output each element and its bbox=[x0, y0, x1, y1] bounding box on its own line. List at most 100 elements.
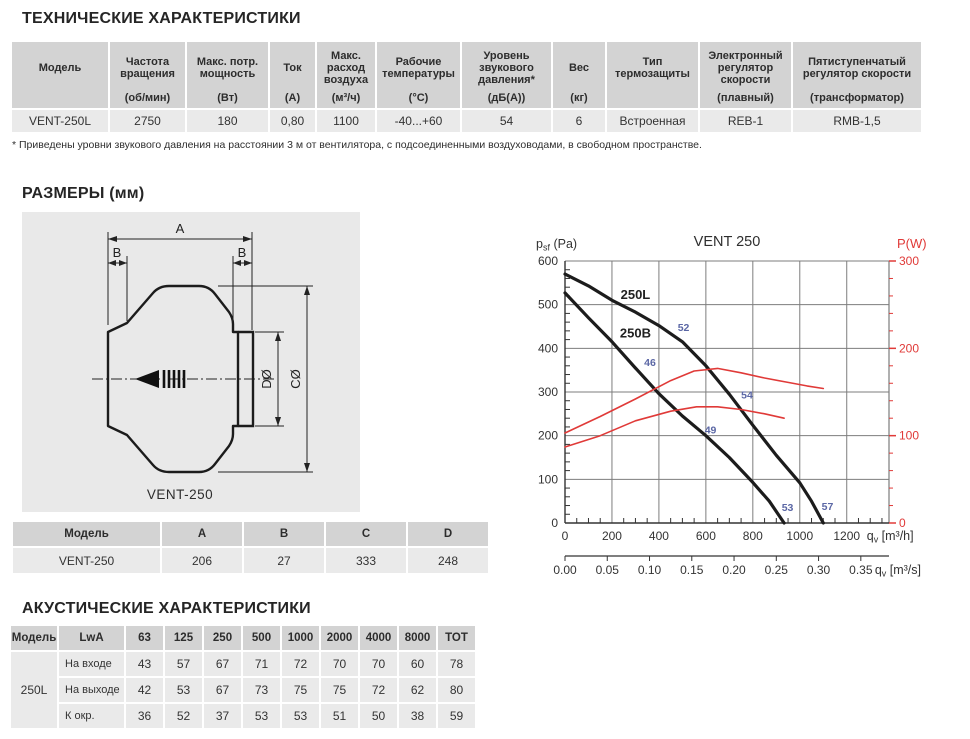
data-cell: 72 bbox=[282, 652, 319, 676]
performance-chart: 0 100 200 300 400 500 600 0 100 200 300 0 200 400 600 8… bbox=[528, 224, 970, 596]
data-cell: 70 bbox=[321, 652, 358, 676]
x2-tick-label: 0.15 bbox=[680, 563, 704, 577]
acoustic-section-title: АКУСТИЧЕСКИЕ ХАРАКТЕРИСТИКИ bbox=[22, 600, 311, 617]
header-cell: Пятиступенчатый регулятор скорости (транс… bbox=[793, 42, 921, 108]
data-cell: -40...+60 bbox=[377, 110, 460, 132]
header-cell: TOT bbox=[438, 626, 475, 650]
data-cell: 180 bbox=[187, 110, 268, 132]
data-cell: 73 bbox=[243, 678, 280, 702]
header-cell: 63 bbox=[126, 626, 163, 650]
svg-text:qv [m³/s]: qv [m³/s] bbox=[875, 563, 921, 579]
curve-250B bbox=[563, 291, 786, 525]
header-cell: Модель bbox=[12, 42, 108, 108]
header-cell: 1000 bbox=[282, 626, 319, 650]
svg-text:qv [m³/h]: qv [m³/h] bbox=[867, 529, 914, 545]
header-cell: Макс. потр. мощность (Вт) bbox=[187, 42, 268, 108]
data-cell: RMB-1,5 bbox=[793, 110, 921, 132]
flow-arrow-icon bbox=[135, 370, 159, 388]
x-tick-label: 600 bbox=[696, 529, 716, 543]
footnote: * Приведены уровни звукового давления на… bbox=[12, 139, 702, 151]
point-label: 57 bbox=[822, 501, 834, 513]
y-right-axis-title: P(W) bbox=[897, 236, 927, 251]
dimensions-table: Модель A B C D VENT-250 206 27 333 248 bbox=[13, 522, 488, 573]
data-cell: REB-1 bbox=[700, 110, 791, 132]
y-right-tick-label: 300 bbox=[899, 254, 919, 268]
flow-arrow-bars bbox=[162, 370, 186, 388]
x-tick-label: 1000 bbox=[786, 529, 813, 543]
svg-text:psf (Pa): psf (Pa) bbox=[536, 237, 577, 253]
curve-name-label: 250L bbox=[621, 287, 651, 302]
acoustic-table: Модель 250L LwA 63 125 250 500 1000 2000… bbox=[11, 626, 475, 728]
data-cell: 67 bbox=[204, 678, 241, 702]
header-cell: Электронный регулятор скорости (плавный) bbox=[700, 42, 791, 108]
dimension-drawing-panel: A B B DØ CØ VENT-250 bbox=[22, 212, 360, 512]
data-cell: 1100 bbox=[317, 110, 375, 132]
header-cell: D bbox=[408, 522, 488, 546]
data-cell: 71 bbox=[243, 652, 280, 676]
x-tick-label: 0 bbox=[562, 529, 569, 543]
duct-spigot bbox=[238, 330, 255, 428]
y-right-tick-label: 0 bbox=[899, 516, 906, 530]
header-cell: A bbox=[162, 522, 242, 546]
arrowhead bbox=[233, 260, 241, 266]
data-cell: 52 bbox=[165, 704, 202, 728]
y-left-tick-label: 300 bbox=[538, 385, 558, 399]
arrowhead bbox=[244, 260, 252, 266]
x2-tick-label: 0.05 bbox=[596, 563, 620, 577]
arrowhead bbox=[108, 236, 117, 242]
dim-A bbox=[107, 232, 253, 330]
model-cell: VENT-250 bbox=[13, 548, 160, 573]
header-cell: Ток (А) bbox=[270, 42, 315, 108]
y-right-tick-label: 100 bbox=[899, 429, 919, 443]
header-cell: Вес (кг) bbox=[553, 42, 605, 108]
curve-250L-power bbox=[564, 367, 825, 434]
data-cell: 2750 bbox=[110, 110, 185, 132]
header-cell: 500 bbox=[243, 626, 280, 650]
dim-B-right-label: B bbox=[238, 245, 247, 260]
model-cell: VENT-250L bbox=[12, 110, 108, 132]
header-cell: Уровень звукового давления* (дБ(А)) bbox=[462, 42, 551, 108]
y-left-tick-label: 400 bbox=[538, 341, 558, 355]
curve-250L bbox=[563, 272, 825, 525]
data-cell: 75 bbox=[282, 678, 319, 702]
header-cell: B bbox=[244, 522, 324, 546]
data-cell: 53 bbox=[282, 704, 319, 728]
data-cell: 62 bbox=[399, 678, 436, 702]
header-cell: 4000 bbox=[360, 626, 397, 650]
header-cell: Модель bbox=[11, 626, 57, 650]
arrowhead bbox=[243, 236, 252, 242]
header-cell: C bbox=[326, 522, 406, 546]
data-cell: 37 bbox=[204, 704, 241, 728]
header-cell: Рабочие температуры (°С) bbox=[377, 42, 460, 108]
drawing-caption: VENT-250 bbox=[147, 487, 213, 502]
dim-A-label: A bbox=[176, 221, 185, 236]
x2-tick-label: 0.20 bbox=[722, 563, 746, 577]
curve-250B-power bbox=[564, 406, 785, 448]
data-cell: 57 bbox=[165, 652, 202, 676]
data-cell: 50 bbox=[360, 704, 397, 728]
point-label: 49 bbox=[705, 424, 717, 436]
y-left-tick-label: 600 bbox=[538, 254, 558, 268]
arrowhead bbox=[108, 260, 116, 266]
dim-C-label: CØ bbox=[288, 369, 303, 389]
header-cell: 8000 bbox=[399, 626, 436, 650]
dim-B-left-label: B bbox=[113, 245, 122, 260]
data-cell: 36 bbox=[126, 704, 163, 728]
y-left-tick-label: 0 bbox=[551, 516, 558, 530]
dim-C bbox=[218, 285, 313, 473]
dims-section-title: РАЗМЕРЫ (мм) bbox=[22, 185, 145, 202]
data-cell: 59 bbox=[438, 704, 475, 728]
row-label: На входе bbox=[59, 652, 124, 676]
x2-tick-label: 0.35 bbox=[849, 563, 873, 577]
model-cell: 250L bbox=[11, 652, 57, 728]
row-label: На выходе bbox=[59, 678, 124, 702]
x2-tick-label: 0.00 bbox=[553, 563, 577, 577]
arrowhead bbox=[119, 260, 127, 266]
data-cell: 27 bbox=[244, 548, 324, 573]
arrowhead bbox=[304, 463, 310, 472]
row-label: К окр. bbox=[59, 704, 124, 728]
point-label: 52 bbox=[678, 322, 690, 334]
data-cell: 51 bbox=[321, 704, 358, 728]
chart-title: VENT 250 bbox=[694, 234, 761, 250]
data-cell: 53 bbox=[165, 678, 202, 702]
